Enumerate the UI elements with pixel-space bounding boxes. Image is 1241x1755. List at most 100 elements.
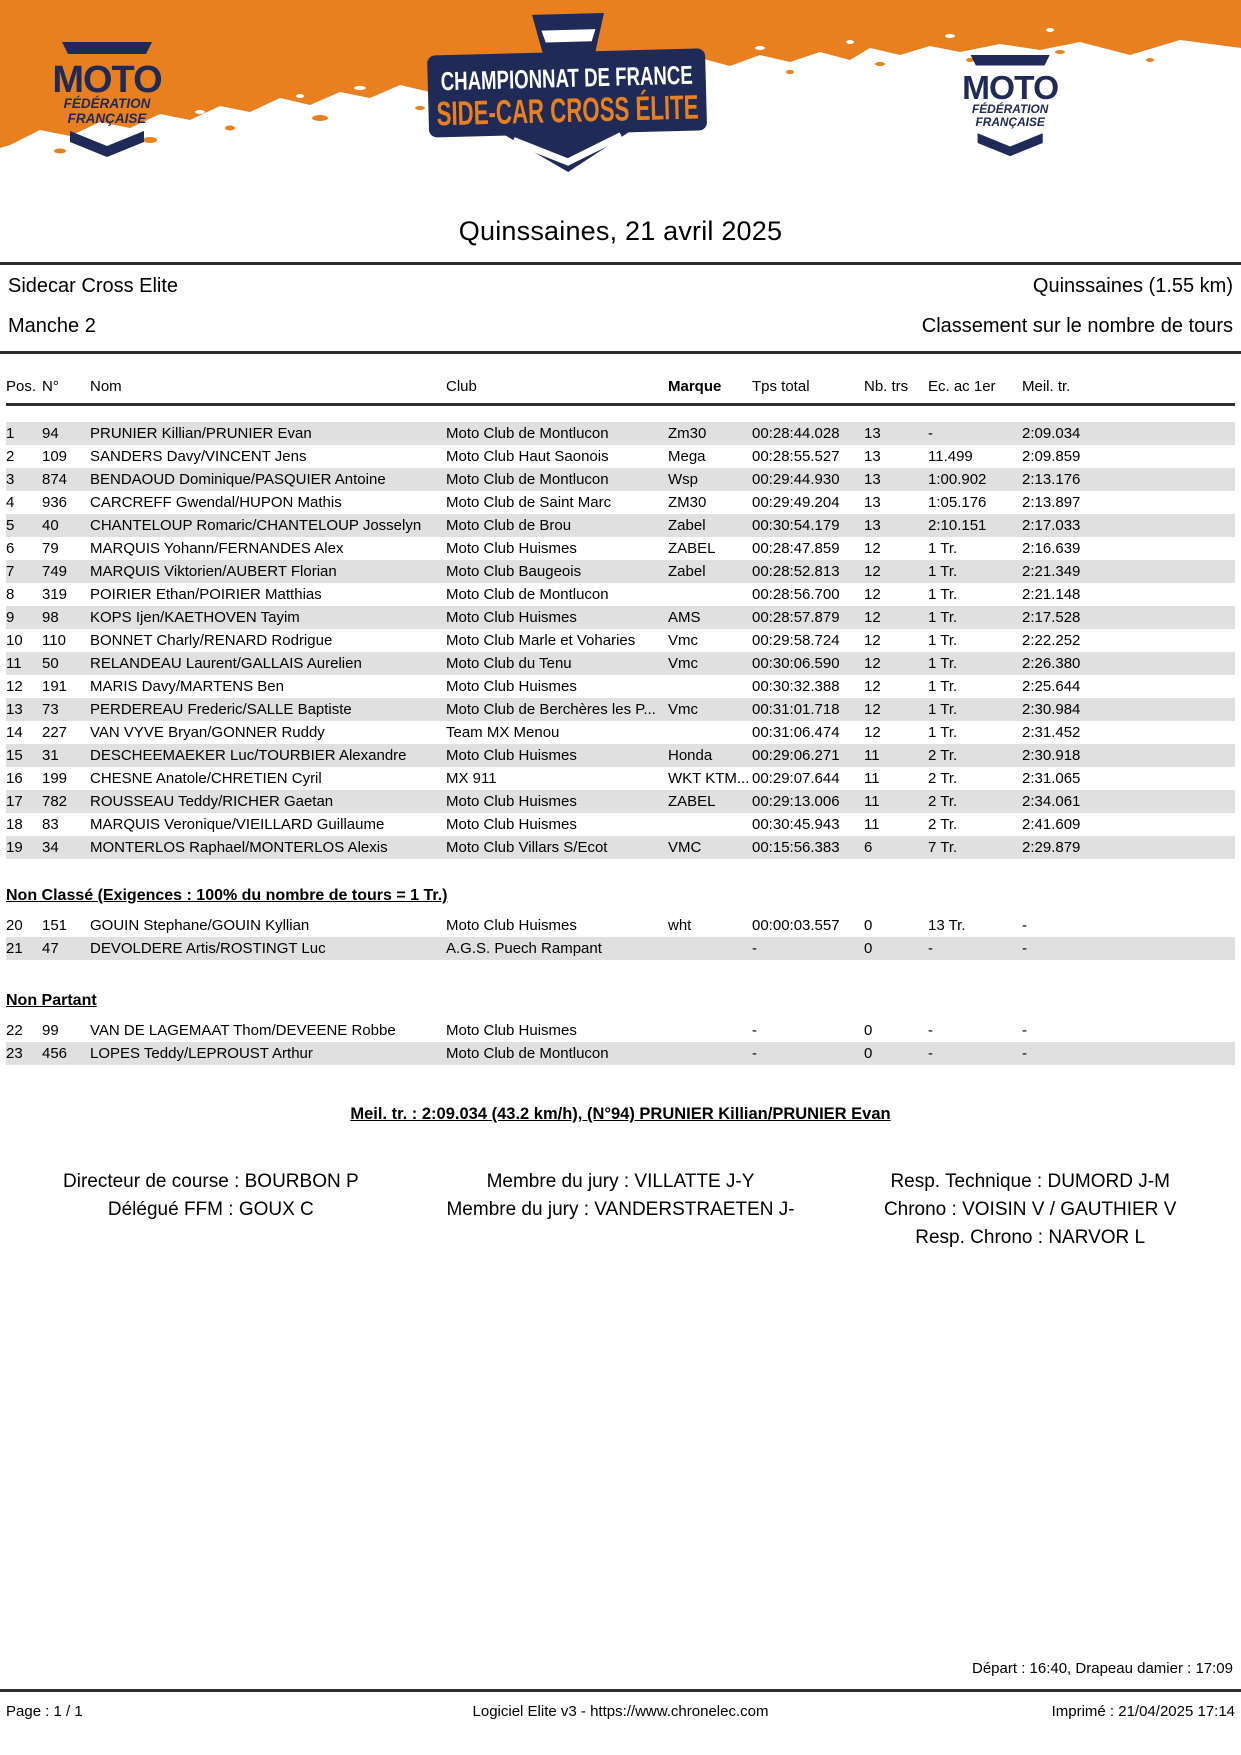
table-row: 7 749 MARQUIS Viktorien/AUBERT Florian Moto…	[6, 560, 1235, 583]
cell-pos: 2	[6, 448, 15, 465]
cell-club: Moto Club Marle et Voharies	[446, 632, 636, 649]
cell-pos: 9	[6, 609, 15, 626]
cell-total-time: -	[752, 940, 757, 957]
cell-gap: 7 Tr.	[928, 839, 958, 856]
cell-number: 83	[42, 816, 59, 833]
cell-total-time: 00:29:07.644	[752, 770, 840, 787]
cell-number: 79	[42, 540, 59, 557]
cell-gap: 1:05.176	[928, 494, 987, 511]
divider	[0, 262, 1241, 265]
cell-marque: Wsp	[668, 471, 698, 488]
cell-club: Moto Club de Brou	[446, 517, 572, 534]
officials-col-1: Directeur de course : BOURBON P Délégué …	[6, 1168, 416, 1252]
cell-best-lap: 2:17.528	[1022, 609, 1081, 626]
cell-club: Moto Club Huismes	[446, 816, 577, 833]
cell-best-lap: 2:34.061	[1022, 793, 1081, 810]
officials-block: Directeur de course : BOURBON P Délégué …	[6, 1168, 1235, 1252]
table-row: 5 40 CHANTELOUP Romaric/CHANTELOUP Jossely…	[6, 514, 1235, 537]
cell-best-lap: 2:30.918	[1022, 747, 1081, 764]
venue-label: Quinssaines (1.55 km)	[1032, 275, 1233, 297]
cell-total-time: 00:30:06.590	[752, 655, 840, 672]
cell-name: MARQUIS Viktorien/AUBERT Florian	[90, 563, 337, 580]
cell-gap: -	[928, 940, 933, 957]
cell-gap: 11.499	[928, 448, 973, 465]
section-label-non-classe: Non Classé (Exigences : 100% du nombre d…	[6, 887, 448, 904]
cell-name: MARIS Davy/MARTENS Ben	[90, 678, 284, 695]
cell-club: A.G.S. Puech Rampant	[446, 940, 602, 957]
cell-total-time: 00:30:45.943	[752, 816, 840, 833]
header-banner: MOTO FÉDÉRATION FRANÇAISE CHAMPIONNAT DE…	[0, 0, 1241, 172]
table-row: 4 936 CARCREFF Gwendal/HUPON Mathis Moto Cl…	[6, 491, 1235, 514]
official-line: Resp. Chrono : NARVOR L	[915, 1227, 1146, 1248]
cell-gap: 1 Tr.	[928, 563, 958, 580]
table-header-row: Pos. N° Nom Club Marque Tps total Nb. tr…	[6, 374, 1235, 399]
table-row: 19 34 MONTERLOS Raphael/MONTERLOS Alexis Mo…	[6, 836, 1235, 859]
cell-number: 227	[42, 724, 68, 741]
cell-gap: 1 Tr.	[928, 540, 958, 557]
cell-marque: Vmc	[668, 632, 698, 649]
cell-marque: AMS	[668, 609, 701, 626]
cell-number: 874	[42, 471, 68, 488]
table-row: 6 79 MARQUIS Yohann/FERNANDES Alex Moto Clu…	[6, 537, 1235, 560]
cell-name: SANDERS Davy/VINCENT Jens	[90, 448, 307, 465]
cell-pos: 6	[6, 540, 15, 557]
ffm-logo-subtitle1: FÉDÉRATION	[972, 101, 1049, 116]
cell-laps: 13	[864, 448, 881, 465]
cell-best-lap: 2:21.148	[1022, 586, 1081, 603]
cell-marque: WKT KTM...	[668, 770, 750, 787]
cell-name: LOPES Teddy/LEPROUST Arthur	[90, 1045, 313, 1062]
cell-best-lap: 2:16.639	[1022, 540, 1081, 557]
cell-total-time: 00:30:32.388	[752, 678, 840, 695]
cell-number: 94	[42, 425, 59, 442]
table-row: 22 99 VAN DE LAGEMAAT Thom/DEVEENE Robbe Mo…	[6, 1019, 1235, 1042]
cell-pos: 20	[6, 917, 23, 934]
cell-name: PRUNIER Killian/PRUNIER Evan	[90, 425, 312, 442]
cell-pos: 1	[6, 425, 15, 442]
cell-laps: 12	[864, 655, 881, 672]
cell-marque: Honda	[668, 747, 713, 764]
cell-marque: ZABEL	[668, 793, 716, 810]
cell-name: PERDEREAU Frederic/SALLE Baptiste	[90, 701, 352, 718]
table-row: 3 874 BENDAOUD Dominique/PASQUIER Antoine M…	[6, 468, 1235, 491]
cell-number: 782	[42, 793, 68, 810]
cell-club: Moto Club Villars S/Ecot	[446, 839, 608, 856]
cell-number: 73	[42, 701, 59, 718]
non-partant-rows: 22 99 VAN DE LAGEMAAT Thom/DEVEENE Robbe Mo…	[6, 1019, 1235, 1065]
cell-club: Moto Club de Saint Marc	[446, 494, 612, 511]
cell-name: VAN VYVE Bryan/GONNER Ruddy	[90, 724, 325, 741]
cell-number: 319	[42, 586, 68, 603]
cell-pos: 11	[6, 655, 22, 672]
printed-timestamp: Imprimé : 21/04/2025 17:14	[1051, 1703, 1236, 1720]
cell-laps: 0	[864, 917, 873, 934]
cell-best-lap: 2:09.859	[1022, 448, 1081, 465]
cell-best-lap: 2:29.879	[1022, 839, 1081, 856]
cell-gap: 1 Tr.	[928, 632, 958, 649]
cell-best-lap: -	[1022, 1045, 1027, 1062]
cell-marque: Zabel	[668, 517, 706, 534]
ffm-logo-subtitle2: FRANÇAISE	[976, 115, 1046, 129]
section-label-non-partant: Non Partant	[6, 992, 97, 1009]
col-header-best-lap: Meil. tr.	[1022, 378, 1071, 395]
cell-best-lap: 2:22.252	[1022, 632, 1081, 649]
cell-club: Moto Club du Tenu	[446, 655, 572, 672]
cell-gap: 2 Tr.	[928, 770, 958, 787]
cell-name: DEVOLDERE Artis/ROSTINGT Luc	[90, 940, 326, 957]
table-row: 21 47 DEVOLDERE Artis/ROSTINGT Luc A.G.S. P…	[6, 937, 1235, 960]
cell-total-time: 00:29:06.271	[752, 747, 840, 764]
cell-pos: 19	[6, 839, 23, 856]
cell-gap: -	[928, 425, 933, 442]
cell-club: Moto Club Huismes	[446, 609, 577, 626]
cell-total-time: -	[752, 1022, 757, 1039]
cell-name: RELANDEAU Laurent/GALLAIS Aurelien	[90, 655, 362, 672]
cell-pos: 5	[6, 517, 15, 534]
cell-name: GOUIN Stephane/GOUIN Kyllian	[90, 917, 310, 934]
cell-total-time: 00:31:01.718	[752, 701, 840, 718]
championship-badge: CHAMPIONNAT DE FRANCE SIDE-CAR CROSS ÉLI…	[427, 12, 707, 172]
cell-club: Moto Club Haut Saonois	[446, 448, 609, 465]
cell-gap: 2 Tr.	[928, 816, 958, 833]
cell-total-time: 00:28:52.813	[752, 563, 840, 580]
cell-gap: 2 Tr.	[928, 793, 958, 810]
cell-number: 456	[42, 1045, 68, 1062]
cell-number: 749	[42, 563, 68, 580]
cell-number: 34	[42, 839, 59, 856]
